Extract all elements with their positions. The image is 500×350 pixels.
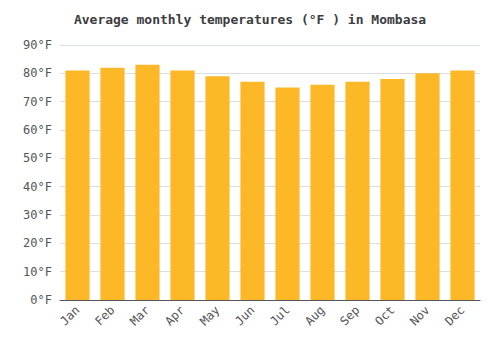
svg-text:20°F: 20°F xyxy=(23,236,52,250)
svg-text:Mar: Mar xyxy=(127,303,152,328)
svg-text:Jul: Jul xyxy=(267,303,292,328)
svg-text:Average monthly temperatures (: Average monthly temperatures (°F ) in Mo… xyxy=(74,12,426,27)
svg-text:Jun: Jun xyxy=(232,303,257,328)
svg-text:30°F: 30°F xyxy=(23,208,52,222)
svg-text:Sep: Sep xyxy=(337,303,362,328)
svg-text:40°F: 40°F xyxy=(23,180,52,194)
svg-text:Oct: Oct xyxy=(372,303,397,328)
svg-text:Jan: Jan xyxy=(57,303,82,328)
svg-text:May: May xyxy=(197,303,222,328)
svg-text:Feb: Feb xyxy=(92,303,117,328)
svg-text:90°F: 90°F xyxy=(23,38,52,52)
svg-text:10°F: 10°F xyxy=(23,265,52,279)
svg-text:80°F: 80°F xyxy=(23,66,52,80)
svg-text:Aug: Aug xyxy=(302,303,327,328)
svg-text:Apr: Apr xyxy=(162,303,187,328)
svg-text:60°F: 60°F xyxy=(23,123,52,137)
svg-text:Dec: Dec xyxy=(442,303,467,328)
svg-text:Nov: Nov xyxy=(407,303,432,328)
svg-text:70°F: 70°F xyxy=(23,95,52,109)
svg-text:0°F: 0°F xyxy=(30,293,52,307)
svg-text:50°F: 50°F xyxy=(23,151,52,165)
